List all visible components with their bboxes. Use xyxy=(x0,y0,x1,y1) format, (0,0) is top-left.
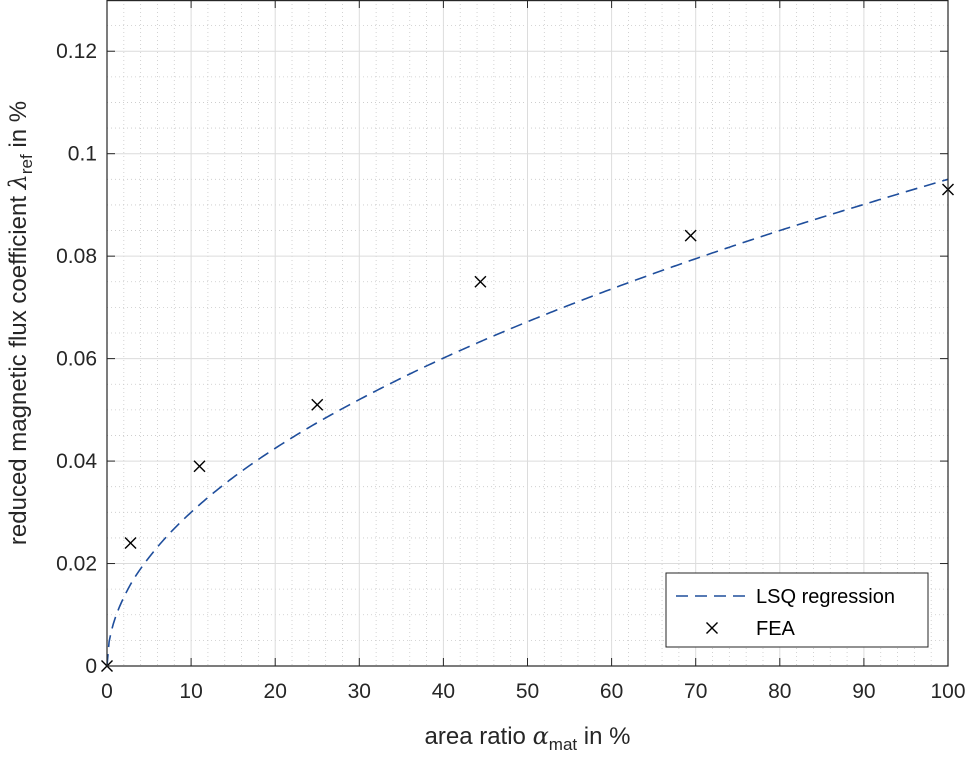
legend-marker-sample xyxy=(706,622,718,634)
series-line-lsq-regression xyxy=(106,178,949,667)
y-axis-label-symbol: λ xyxy=(4,174,32,190)
x-axis-label-suffix: in % xyxy=(577,723,630,750)
y-axis-label-main: reduced magnetic flux coefficient xyxy=(5,189,32,545)
x-tick-label: 50 xyxy=(516,680,539,703)
y-tick-label: 0.06 xyxy=(56,348,97,371)
y-tick-label: 0.1 xyxy=(68,143,97,166)
x-tick-label: 0 xyxy=(101,680,113,703)
x-axis-label-main: area ratio xyxy=(425,723,533,750)
legend: LSQ regression FEA xyxy=(665,572,929,648)
x-tick-label: 40 xyxy=(432,680,455,703)
data-point-fea xyxy=(124,537,137,550)
tick-labels: 0 10 20 30 40 50 60 70 80 90 100 0 0.02 0.04 0.06 0.08 0… xyxy=(56,40,965,703)
data-point-fea xyxy=(311,398,324,411)
legend-label-fea: FEA xyxy=(756,618,796,640)
legend-box xyxy=(665,572,929,648)
x-axis-label: area ratio αmat in % xyxy=(425,722,631,754)
x-tick-label: 80 xyxy=(768,680,791,703)
major-grid xyxy=(106,0,949,667)
series-layer xyxy=(101,178,954,672)
x-tick-label: 90 xyxy=(852,680,875,703)
x-axis-label-subscript: mat xyxy=(549,735,578,754)
legend-label-lsq-regression: LSQ regression xyxy=(756,586,895,608)
y-tick-label: 0.12 xyxy=(56,40,97,63)
y-axis-label-subscript: ref xyxy=(17,154,36,174)
data-point-fea xyxy=(193,460,206,473)
x-axis-label-symbol: α xyxy=(533,722,549,750)
data-point-fea xyxy=(684,229,697,242)
x-tick-label: 100 xyxy=(930,680,965,703)
x-tick-label: 30 xyxy=(348,680,371,703)
y-axis-label: reduced magnetic flux coefficient λref i… xyxy=(4,101,36,545)
y-axis-label-suffix: in % xyxy=(5,101,32,154)
y-tick-label: 0.08 xyxy=(56,245,97,268)
x-tick-label: 60 xyxy=(600,680,623,703)
x-tick-label: 20 xyxy=(264,680,287,703)
x-tick-label: 70 xyxy=(684,680,707,703)
data-point-fea xyxy=(474,275,487,288)
axis-ticks xyxy=(106,0,949,667)
y-tick-label: 0.04 xyxy=(56,450,97,473)
x-tick-label: 10 xyxy=(179,680,202,703)
y-tick-label: 0.02 xyxy=(56,553,97,576)
y-tick-label: 0 xyxy=(85,655,97,678)
